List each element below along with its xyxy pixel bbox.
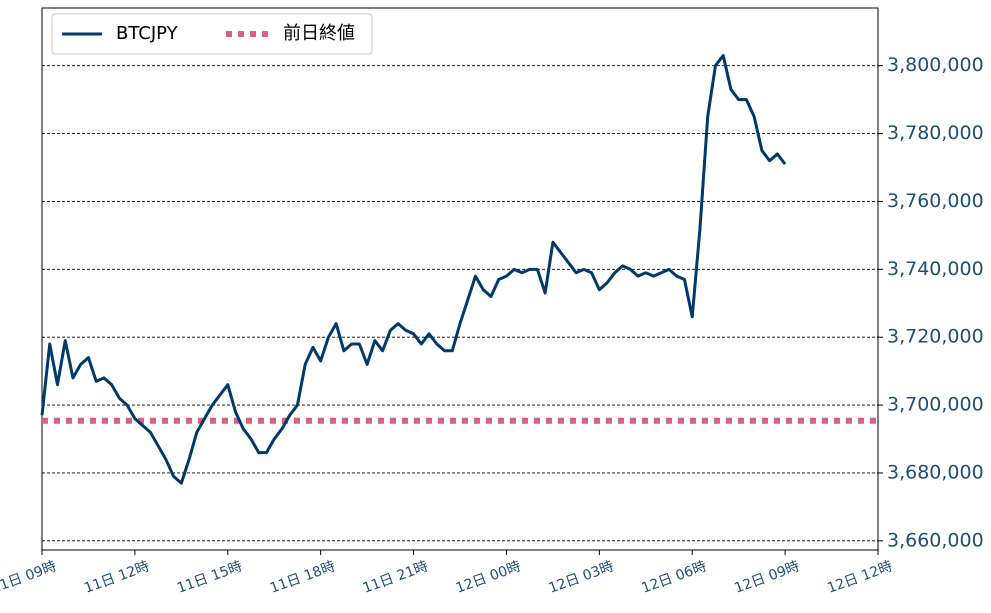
- x-tick-label: 12日 00時: [454, 558, 523, 596]
- x-tick-label: 12日 03時: [547, 558, 616, 596]
- y-tick-label: 3,760,000: [887, 190, 984, 212]
- legend-label: BTCJPY: [116, 23, 179, 44]
- series-line: [40, 54, 787, 485]
- y-tick-label: 3,740,000: [887, 258, 984, 280]
- x-tick-label: 11日 18時: [268, 558, 337, 596]
- y-tick-label: 3,700,000: [887, 394, 984, 416]
- y-tick-label: 3,680,000: [887, 461, 984, 483]
- plot-area: [41, 7, 879, 551]
- legend-box: [51, 13, 373, 55]
- y-tick-label: 3,660,000: [887, 529, 984, 551]
- legend: BTCJPY 前日終値: [51, 13, 373, 55]
- legend-label: 前日終値: [283, 23, 355, 44]
- x-tick-label: 11日 21時: [361, 558, 430, 596]
- x-tick-label: 11日 09時: [0, 558, 59, 596]
- y-tick-label: 3,720,000: [887, 326, 984, 348]
- x-tick-label: 12日 09時: [732, 558, 801, 596]
- y-tick-label: 3,780,000: [887, 122, 984, 144]
- x-tick-label: 11日 12時: [82, 558, 151, 596]
- x-tick-label: 12日 12時: [825, 558, 894, 596]
- x-tick-label: 11日 15時: [175, 558, 244, 596]
- x-tick-label: 12日 06時: [639, 558, 708, 596]
- y-tick-label: 3,800,000: [887, 54, 984, 76]
